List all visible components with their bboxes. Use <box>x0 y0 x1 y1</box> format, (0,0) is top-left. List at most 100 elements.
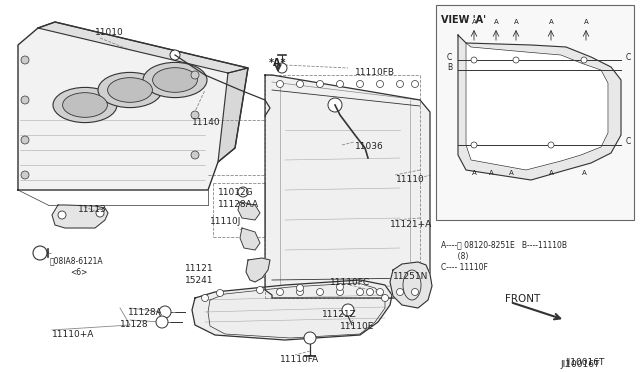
Text: 11110J: 11110J <box>210 217 241 226</box>
Circle shape <box>317 80 323 87</box>
Text: 11110FB: 11110FB <box>355 68 395 77</box>
Circle shape <box>513 57 519 63</box>
Circle shape <box>257 286 264 294</box>
Text: C: C <box>447 52 452 61</box>
Text: *A*: *A* <box>269 58 287 68</box>
Ellipse shape <box>63 93 108 117</box>
Text: A: A <box>472 19 476 25</box>
Circle shape <box>337 80 344 87</box>
Circle shape <box>191 71 199 79</box>
Text: 11128AA: 11128AA <box>218 200 259 209</box>
Circle shape <box>238 187 248 197</box>
Text: 11121: 11121 <box>185 264 214 273</box>
Circle shape <box>356 80 364 87</box>
Bar <box>436 5 634 220</box>
Text: 11110E: 11110E <box>340 322 374 331</box>
Polygon shape <box>218 68 248 162</box>
Text: <6>: <6> <box>70 268 88 277</box>
Circle shape <box>397 289 403 295</box>
Circle shape <box>216 289 223 296</box>
Ellipse shape <box>152 68 197 92</box>
Text: Ⓑ08IA8-6121A: Ⓑ08IA8-6121A <box>50 256 104 265</box>
Text: 11010: 11010 <box>95 28 124 37</box>
Circle shape <box>191 111 199 119</box>
Text: C---- 11110F: C---- 11110F <box>441 263 488 272</box>
Text: 11110FC: 11110FC <box>330 278 370 287</box>
Circle shape <box>356 289 364 295</box>
Text: JI10016T: JI10016T <box>565 358 604 367</box>
Text: 11128: 11128 <box>120 320 148 329</box>
Circle shape <box>202 295 209 301</box>
Ellipse shape <box>143 62 207 97</box>
Circle shape <box>277 63 287 73</box>
Text: B: B <box>447 62 452 71</box>
Text: A: A <box>584 19 588 25</box>
Text: (8): (8) <box>441 252 468 261</box>
Polygon shape <box>192 280 392 340</box>
Circle shape <box>156 316 168 328</box>
Polygon shape <box>238 202 260 220</box>
Text: A: A <box>548 170 554 176</box>
Text: 11113: 11113 <box>78 205 107 214</box>
Text: 11110+A: 11110+A <box>52 330 94 339</box>
Text: A: A <box>509 170 513 176</box>
Circle shape <box>33 246 47 260</box>
Ellipse shape <box>53 87 117 123</box>
Text: FRONT: FRONT <box>505 294 540 304</box>
Polygon shape <box>38 22 248 73</box>
Circle shape <box>159 306 171 318</box>
Text: C: C <box>626 52 631 61</box>
Polygon shape <box>458 35 621 180</box>
Text: A: A <box>514 19 518 25</box>
Text: 11140: 11140 <box>192 118 221 127</box>
Text: 11121Z: 11121Z <box>322 310 356 319</box>
Circle shape <box>21 171 29 179</box>
Circle shape <box>381 295 388 301</box>
Circle shape <box>412 289 419 295</box>
Circle shape <box>296 285 303 292</box>
Polygon shape <box>265 75 430 298</box>
Circle shape <box>397 80 403 87</box>
Circle shape <box>296 80 303 87</box>
Circle shape <box>96 209 104 217</box>
Text: C: C <box>626 138 631 147</box>
Text: A: A <box>582 170 586 176</box>
Circle shape <box>342 304 354 316</box>
Circle shape <box>367 289 374 295</box>
Text: A: A <box>488 170 493 176</box>
Ellipse shape <box>108 78 152 102</box>
Circle shape <box>191 151 199 159</box>
Ellipse shape <box>98 73 162 108</box>
Circle shape <box>21 96 29 104</box>
Circle shape <box>412 80 419 87</box>
Circle shape <box>471 142 477 148</box>
Text: 11036: 11036 <box>355 142 384 151</box>
Circle shape <box>376 289 383 295</box>
Circle shape <box>296 289 303 295</box>
Circle shape <box>337 289 344 295</box>
Circle shape <box>581 57 587 63</box>
Circle shape <box>328 98 342 112</box>
Circle shape <box>376 80 383 87</box>
Text: A----Ⓑ 08120-8251E   B----11110B: A----Ⓑ 08120-8251E B----11110B <box>441 240 567 249</box>
Text: 11128A: 11128A <box>128 308 163 317</box>
Text: 11012G: 11012G <box>218 188 253 197</box>
Circle shape <box>304 332 316 344</box>
Text: VIEW 'A': VIEW 'A' <box>441 15 486 25</box>
Polygon shape <box>390 262 432 308</box>
Polygon shape <box>246 258 270 282</box>
Text: A: A <box>493 19 499 25</box>
Polygon shape <box>240 228 260 250</box>
Text: A: A <box>548 19 554 25</box>
Circle shape <box>170 50 180 60</box>
Circle shape <box>58 211 66 219</box>
Polygon shape <box>52 205 108 228</box>
Circle shape <box>317 289 323 295</box>
Circle shape <box>21 136 29 144</box>
Circle shape <box>21 56 29 64</box>
Circle shape <box>337 283 344 291</box>
Circle shape <box>276 289 284 295</box>
Polygon shape <box>466 43 608 170</box>
Circle shape <box>471 57 477 63</box>
Circle shape <box>548 142 554 148</box>
